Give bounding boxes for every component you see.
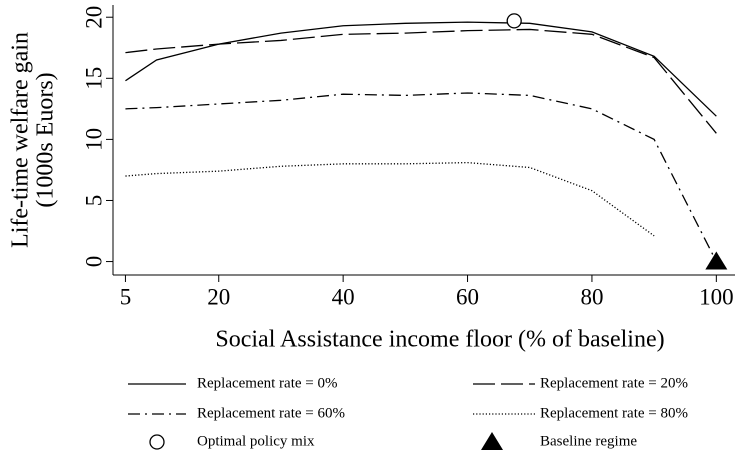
x-tick-label: 60 [456,284,479,309]
legend-label: Optimal policy mix [197,433,315,449]
x-axis-label: Social Assistance income floor (% of bas… [215,327,664,353]
point-marker [705,251,728,270]
series-line [125,21,717,117]
point-marker [506,13,522,29]
y-axis-label: Life-time welfare gain [8,32,34,248]
y-tick-label: 15 [81,67,106,90]
y-tick-label: 5 [81,195,106,207]
y-tick-label: 0 [81,256,106,268]
legend-label: Baseline regime [540,433,637,449]
legend-label: Replacement rate = 20% [540,375,688,391]
x-tick-label: 40 [332,284,355,309]
x-tick-label: 5 [120,284,132,309]
legend-marker [481,432,503,450]
series-line [125,28,717,134]
series-line [125,161,655,237]
x-tick-label: 80 [580,284,603,309]
series-line [125,92,717,262]
y-axis-label: (1000s Euors) [33,72,59,207]
legend-marker [149,434,165,450]
x-tick-label: 20 [207,284,230,309]
legend-label: Replacement rate = 80% [540,405,688,421]
y-tick-label: 10 [81,128,106,151]
y-tick-label: 20 [81,6,106,29]
legend-label: Replacement rate = 0% [197,375,337,391]
x-tick-label: 100 [699,284,734,309]
legend-label: Replacement rate = 60% [197,405,345,421]
